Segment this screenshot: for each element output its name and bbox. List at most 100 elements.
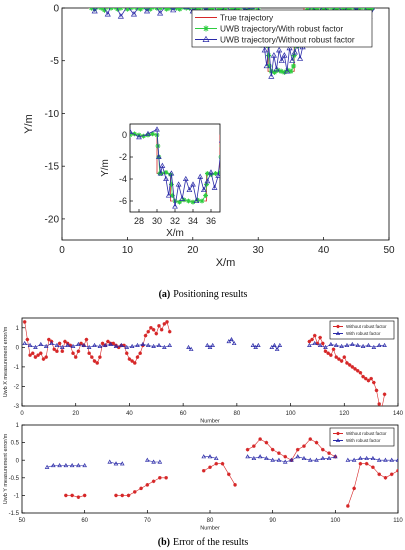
x-error-series-0-point [329, 353, 333, 357]
y-error-series-0-point [70, 493, 74, 498]
inset-series-1-point [2, 133, 7, 138]
inset-series-2-point [197, 173, 204, 179]
y-error-xtick-label: 100 [330, 518, 341, 524]
y-error-series-0-point [82, 493, 87, 498]
positioning-legend-entry: True trajectory [220, 12, 274, 22]
inset-series-1-point [132, 131, 137, 137]
inset-xlabel: X/m [166, 228, 184, 239]
y-error-series-0-point [327, 451, 331, 455]
positioning-series-2-point [248, 8, 255, 10]
x-error-legend-swatch-marker [335, 331, 341, 335]
x-error-series-group [22, 320, 387, 406]
inset-xtick-label: 28 [134, 216, 144, 226]
x-error-ytick-label: -2 [14, 385, 20, 391]
positioning-series-2-point [164, 2, 169, 6]
y-error-series-0-point [283, 454, 287, 459]
x-error-series-1-point [366, 342, 371, 347]
x-error-series-1-point [253, 344, 258, 349]
inset-series-2-point [200, 186, 207, 193]
inset-series-2-point [20, 138, 25, 142]
inset-series-2-point [168, 170, 175, 176]
x-error-series-1-point [360, 343, 366, 348]
x-error-series-1-point [333, 342, 339, 347]
x-error-series-1-point [54, 342, 60, 347]
x-error-series-0-point [116, 345, 121, 350]
inset-series-1-point [56, 133, 61, 138]
x-error-series-0-point [307, 339, 312, 344]
positioning-series-2-point [151, 0, 156, 4]
x-error-xtick-label: 0 [20, 411, 24, 417]
positioning-series-1-point [288, 68, 294, 74]
x-error-series-0-point [382, 392, 387, 397]
inset-series-1-point [163, 170, 169, 175]
x-error-series-0-point [22, 320, 27, 324]
y-error-series-1-point [395, 457, 398, 462]
positioning-series-2-point [278, 57, 285, 63]
positioning-series-1-point [245, 8, 251, 12]
inset-series-2-point [159, 162, 166, 168]
positioning-series-1-point [281, 69, 287, 75]
positioning-legend-swatch-marker [203, 25, 209, 32]
y-error-series-1-point [270, 457, 275, 462]
positioning-series-2-point [256, 0, 261, 4]
y-error-ytick-label: 0 [16, 458, 20, 464]
inset-series-1-point [190, 199, 196, 205]
x-error-series-1-point [307, 342, 312, 347]
x-error-xlabel: Number [200, 419, 220, 425]
inset-xtick-label: 32 [170, 216, 180, 226]
positioning-ytick-label: -20 [45, 214, 60, 225]
x-error-series-1-point [167, 342, 173, 347]
x-error-series-1-point [274, 346, 280, 351]
x-error-series-0-point [41, 357, 46, 361]
inset-series-2-point [155, 153, 162, 160]
positioning-legend-box [191, 9, 373, 48]
y-error-series-0-point [377, 472, 381, 477]
inset-series-2-point [204, 178, 211, 184]
y-error-series-0-point [295, 447, 300, 452]
positioning-series-2-point [86, 0, 91, 1]
y-error-series-1-point [364, 455, 369, 461]
x-error-series-1-line [24, 343, 170, 348]
inset-series-2-point [186, 186, 193, 193]
positioning-series-2-point [263, 62, 270, 69]
positioning-series-1-point [101, 8, 108, 13]
x-error-series-1-point [108, 341, 113, 347]
x-error-series-1-point [317, 342, 323, 347]
x-error-series-0-point [377, 402, 381, 406]
y-error-series-1-point [57, 462, 62, 468]
y-error-xtick-label: 60 [81, 518, 88, 524]
positioning-series-1-point [177, 8, 183, 12]
x-error-series-1-point [86, 344, 92, 349]
inset-series-1-point [199, 198, 205, 204]
inset-series-group [0, 126, 220, 209]
inset-series-2-point [172, 203, 178, 209]
positioning-series-1-point [219, 8, 225, 12]
y-error-series-1-point [376, 457, 382, 462]
x-error-series-0-point [361, 374, 365, 379]
x-error-series-0-point [55, 349, 59, 354]
positioning-series-2-point [289, 57, 296, 63]
x-error-series-0-point [111, 341, 116, 346]
inset-series-1-point [42, 133, 47, 138]
y-error-series-0-point [277, 451, 281, 455]
inset-series-1-point [169, 193, 175, 198]
inset-series-1-point [205, 171, 210, 176]
y-error-series-1-point [251, 455, 257, 461]
x-error-series-0-point [25, 337, 30, 342]
x-error-series-0-point [106, 339, 110, 344]
inset-series-1-point [177, 199, 182, 205]
inset-series-1-point [0, 132, 2, 137]
y-error-ytick-label: -1 [14, 494, 20, 500]
x-error-series-0-point [143, 333, 148, 338]
inset-series-1-point [203, 193, 208, 198]
x-error-series-1-point [151, 343, 156, 348]
y-error-series-1-point [145, 457, 150, 462]
positioning-ytick-label: -5 [50, 56, 59, 67]
y-error-series-1-point [82, 462, 87, 468]
positioning-series-2-point [273, 65, 280, 72]
y-error-legend-entry: With robust factor [346, 438, 381, 443]
x-error-series-0-point [337, 357, 341, 361]
positioning-series-1-point [164, 8, 170, 12]
x-error-series-1-point [186, 344, 191, 349]
positioning-series-1-point [206, 8, 212, 12]
